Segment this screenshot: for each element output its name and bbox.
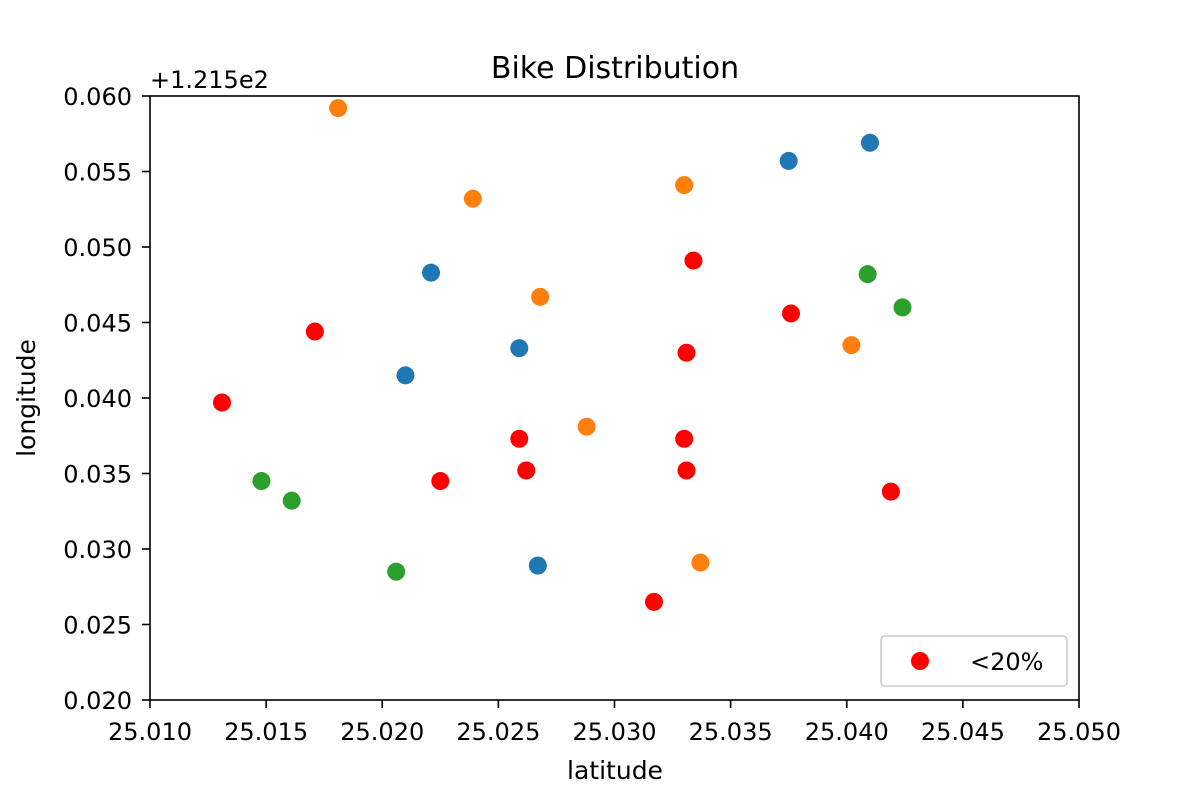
y-tick-label: 0.060 xyxy=(63,83,132,111)
y-tick-label: 0.040 xyxy=(63,385,132,413)
data-point xyxy=(212,393,231,412)
data-point xyxy=(463,189,482,208)
chart-title: Bike Distribution xyxy=(491,51,739,86)
y-tick-label: 0.055 xyxy=(63,159,132,187)
x-tick-label: 25.040 xyxy=(805,718,889,746)
y-tick-label: 0.035 xyxy=(63,461,132,489)
y-tick-label: 0.025 xyxy=(63,612,132,640)
data-point xyxy=(305,322,324,341)
data-point xyxy=(528,556,547,575)
data-point xyxy=(881,482,900,501)
x-tick-label: 25.010 xyxy=(108,718,192,746)
y-tick-label: 0.030 xyxy=(63,536,132,564)
data-point xyxy=(531,287,550,306)
data-point xyxy=(396,366,415,385)
x-tick-label: 25.025 xyxy=(456,718,540,746)
legend-box xyxy=(880,635,1068,687)
data-point xyxy=(577,417,596,436)
data-point xyxy=(691,553,710,572)
data-point xyxy=(858,265,877,284)
data-point xyxy=(510,429,529,448)
data-point xyxy=(675,176,694,195)
data-point xyxy=(422,263,441,282)
data-point xyxy=(893,298,912,317)
data-point xyxy=(282,491,301,510)
y-offset-label: +1.215e2 xyxy=(150,66,269,94)
x-tick-label: 25.035 xyxy=(689,718,773,746)
data-point xyxy=(677,343,696,362)
data-point xyxy=(644,592,663,611)
y-tick-label: 0.050 xyxy=(63,234,132,262)
data-point xyxy=(431,472,450,491)
legend-marker xyxy=(911,652,929,670)
data-point xyxy=(782,304,801,323)
data-point xyxy=(387,562,406,581)
data-point xyxy=(675,429,694,448)
plot-frame xyxy=(149,95,1080,701)
y-tick-label: 0.045 xyxy=(63,310,132,338)
data-point xyxy=(779,151,798,170)
plot-marks xyxy=(212,99,912,611)
x-axis-label: latitude xyxy=(567,756,663,785)
data-point xyxy=(860,133,879,152)
data-point xyxy=(252,472,271,491)
data-point xyxy=(329,99,348,118)
x-tick-label: 25.045 xyxy=(921,718,1005,746)
legend-label: <20% xyxy=(970,648,1043,676)
x-tick-label: 25.020 xyxy=(340,718,424,746)
data-point xyxy=(677,461,696,480)
x-axis: 25.010 25.015 25.020 25.025 25.030 25.035 25.0… xyxy=(108,700,1121,746)
data-point xyxy=(842,336,861,355)
x-tick-label: 25.050 xyxy=(1037,718,1121,746)
x-tick-label: 25.030 xyxy=(573,718,657,746)
data-point xyxy=(510,339,529,358)
x-tick-label: 25.015 xyxy=(224,718,308,746)
data-point xyxy=(517,461,536,480)
y-tick-label: 0.020 xyxy=(63,687,132,715)
data-point xyxy=(684,251,703,270)
legend: <20% xyxy=(880,635,1068,687)
y-axis-label: longitude xyxy=(12,339,41,457)
y-axis: 0.020 0.025 0.030 0.035 0.040 0.045 0.050 0.055… xyxy=(63,83,150,715)
